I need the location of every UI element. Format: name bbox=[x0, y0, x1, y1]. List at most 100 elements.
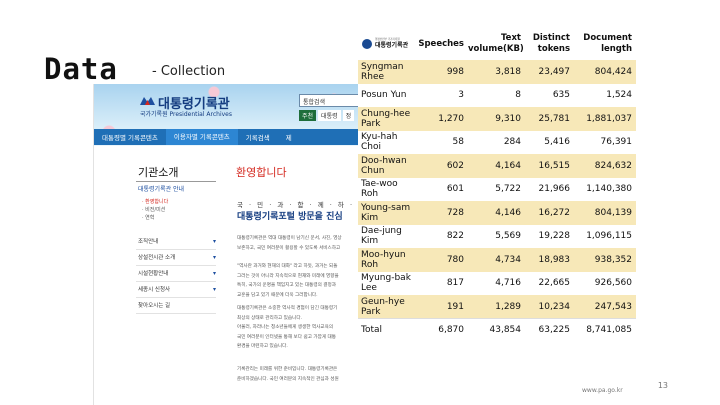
quick-link[interactable]: 정 bbox=[342, 110, 355, 121]
row-name: Myung-bak Lee bbox=[358, 271, 416, 295]
body-line: 대통령기록관은 소중한 역사적 경험이 담긴 대통령기 bbox=[237, 306, 338, 311]
body-line: 환경을 마련하고 있습니다. bbox=[237, 344, 288, 349]
sidebar-menu-item[interactable]: 세종시 신청사 bbox=[136, 282, 216, 298]
row-speeches: 601 bbox=[416, 177, 468, 201]
row-name: Chung-hee Park bbox=[358, 107, 416, 131]
nav-item[interactable]: 제 bbox=[285, 134, 292, 142]
body-line: 최상의 상태로 관리하고 있습니다. bbox=[237, 315, 303, 321]
site-logo-text[interactable]: 대통령기록관 bbox=[158, 97, 230, 112]
body-line: 국민 여러분이 인터넷을 통해 보다 쉽고 가깝게 대통 bbox=[237, 334, 336, 340]
site-main-nav: 대통령별 기록콘텐츠 이용자별 기록콘텐츠 기록검색 제 bbox=[94, 129, 363, 145]
row-speeches: 1,270 bbox=[416, 107, 468, 131]
row-text-volume: 8 bbox=[468, 83, 525, 107]
row-speeches: 58 bbox=[416, 130, 468, 154]
body-line: 그러는 것이 아니라 지속적으로 현재와 미래에 영향을 bbox=[237, 273, 339, 279]
total-distinct-tokens: 63,225 bbox=[525, 318, 574, 341]
table-row: Chung-hee Park 1,270 9,310 25,781 1,881,037 bbox=[358, 107, 636, 131]
sidebar-subitem[interactable]: · 비전/미션 bbox=[142, 207, 166, 213]
table-row: Doo-hwan Chun 602 4,164 16,515 824,632 bbox=[358, 154, 636, 178]
total-label: Total bbox=[358, 318, 416, 341]
row-document-length: 938,352 bbox=[574, 248, 636, 272]
body-paragraph: 대통령기록관은 역대 대통령이 남기신 문서, 사진, 영상 보존하고, 국민 … bbox=[237, 234, 362, 253]
sidebar-menu-item[interactable]: 찾아오시는 길 bbox=[136, 298, 216, 314]
quick-link[interactable]: 대통령 bbox=[318, 110, 341, 121]
body-paragraph: 대통령기록관은 소중한 역사적 경험이 담긴 대통령기 최상의 상태로 관리하고… bbox=[237, 304, 362, 352]
sidebar-subitem[interactable]: · 연혁 bbox=[142, 215, 155, 221]
row-distinct-tokens: 16,272 bbox=[525, 201, 574, 225]
row-text-volume: 5,722 bbox=[468, 177, 525, 201]
total-text-volume: 43,854 bbox=[468, 318, 525, 341]
body-line: 준비하겠습니다. 국민 여러분의 지속적인 관심과 성원 bbox=[237, 376, 339, 382]
row-speeches: 998 bbox=[416, 60, 468, 84]
sidebar-submenu: · 환영합니다 · 비전/미션 · 연혁 bbox=[142, 198, 168, 222]
body-line: 기록관리는 미래를 위한 준비입니다. 대통령기록관은 bbox=[237, 367, 338, 372]
column-header-distinct-tokens: Distinct tokens bbox=[525, 28, 574, 60]
total-document-length: 8,741,085 bbox=[574, 318, 636, 341]
table-row: Geun-hye Park 191 1,289 10,234 247,543 bbox=[358, 295, 636, 319]
row-speeches: 3 bbox=[416, 83, 468, 107]
page-number: 13 bbox=[657, 381, 668, 390]
site-header-banner: 대통령기록관 국가기록원 Presidential Archives 통합검색 … bbox=[94, 84, 363, 146]
site-quick-links: 주천 대통령 정 bbox=[299, 110, 355, 121]
row-text-volume: 284 bbox=[468, 130, 525, 154]
row-distinct-tokens: 18,983 bbox=[525, 248, 574, 272]
sidebar-menu: 조직안내 상설전시관 소개 시설현황안내 세종시 신청사 찾아오시는 길 bbox=[136, 234, 216, 314]
row-name: Young-sam Kim bbox=[358, 201, 416, 225]
slide-title: Data bbox=[44, 52, 118, 86]
sidebar-menu-item[interactable]: 상설전시관 소개 bbox=[136, 250, 216, 266]
table-row: Young-sam Kim 728 4,146 16,272 804,139 bbox=[358, 201, 636, 225]
row-name: Dae-jung Kim bbox=[358, 224, 416, 248]
site-search-input[interactable]: 통합검색 bbox=[299, 94, 359, 107]
row-speeches: 602 bbox=[416, 154, 468, 178]
quick-link[interactable]: 주천 bbox=[299, 110, 317, 121]
footer-url: www.pa.go.kr bbox=[582, 387, 623, 394]
row-speeches: 191 bbox=[416, 295, 468, 319]
row-distinct-tokens: 23,497 bbox=[525, 60, 574, 84]
emblem-icon bbox=[362, 39, 372, 49]
row-speeches: 728 bbox=[416, 201, 468, 225]
row-document-length: 1,524 bbox=[574, 83, 636, 107]
row-document-length: 1,096,115 bbox=[574, 224, 636, 248]
sidebar-title: 기관소개 bbox=[138, 166, 179, 179]
sidebar-subitem[interactable]: · 환영합니다 bbox=[142, 199, 169, 205]
table-row: Myung-bak Lee 817 4,716 22,665 926,560 bbox=[358, 271, 636, 295]
presidential-archives-logo-icon bbox=[140, 97, 155, 105]
row-name: Kyu-hah Choi bbox=[358, 130, 416, 154]
row-text-volume: 3,818 bbox=[468, 60, 525, 84]
nav-item[interactable]: 기록검색 bbox=[245, 134, 270, 142]
row-distinct-tokens: 25,781 bbox=[525, 107, 574, 131]
table-total-row: Total 6,870 43,854 63,225 8,741,085 bbox=[358, 318, 636, 341]
row-name: Doo-hwan Chun bbox=[358, 154, 416, 178]
archive-logo: 행정안전부 국가기록원 대통령기록관 bbox=[362, 38, 416, 50]
column-header-text-volume: Text volume(KB) bbox=[468, 28, 525, 60]
row-document-length: 247,543 bbox=[574, 295, 636, 319]
nav-item[interactable]: 이용자별 기록콘텐츠 bbox=[165, 129, 238, 145]
table-row: Posun Yun 3 8 635 1,524 bbox=[358, 83, 636, 107]
sidebar-current-section[interactable]: 대통령기록관 안내 bbox=[138, 186, 185, 193]
body-line: 특히, 국가의 운명을 책임지고 있는 대통령의 결정과 bbox=[237, 283, 336, 288]
logo-caption: 행정안전부 국가기록원 bbox=[375, 38, 400, 41]
row-distinct-tokens: 10,234 bbox=[525, 295, 574, 319]
table-row: Tae-woo Roh 601 5,722 21,966 1,140,380 bbox=[358, 177, 636, 201]
nav-item[interactable]: 대통령별 기록콘텐츠 bbox=[102, 134, 158, 142]
table-logo-cell: 행정안전부 국가기록원 대통령기록관 bbox=[358, 28, 416, 60]
logo-text: 대통령기록관 bbox=[375, 42, 409, 49]
row-text-volume: 9,310 bbox=[468, 107, 525, 131]
row-document-length: 824,632 bbox=[574, 154, 636, 178]
body-line: 대통령기록관은 역대 대통령이 남기신 문서, 사진, 영상 bbox=[237, 236, 342, 241]
row-document-length: 926,560 bbox=[574, 271, 636, 295]
total-speeches: 6,870 bbox=[416, 318, 468, 341]
body-line: 교훈을 담고 있기 때문에 더욱 그러합니다. bbox=[237, 292, 318, 298]
sidebar-menu-item[interactable]: 시설현황안내 bbox=[136, 266, 216, 282]
row-text-volume: 4,734 bbox=[468, 248, 525, 272]
row-name: Tae-woo Roh bbox=[358, 177, 416, 201]
table-row: Syngman Rhee 998 3,818 23,497 804,424 bbox=[358, 60, 636, 84]
row-text-volume: 5,569 bbox=[468, 224, 525, 248]
archive-website-screenshot: 대통령기록관 국가기록원 Presidential Archives 통합검색 … bbox=[93, 84, 363, 405]
table-row: Kyu-hah Choi 58 284 5,416 76,391 bbox=[358, 130, 636, 154]
site-logo-subtext: 국가기록원 Presidential Archives bbox=[140, 111, 232, 118]
welcome-heading: 환영합니다 bbox=[236, 166, 287, 179]
body-line: "역사란 과거와 현재의 대화" 라고 하듯, 과거는 되돌 bbox=[237, 264, 338, 269]
sidebar-menu-item[interactable]: 조직안내 bbox=[136, 234, 216, 250]
row-distinct-tokens: 22,665 bbox=[525, 271, 574, 295]
